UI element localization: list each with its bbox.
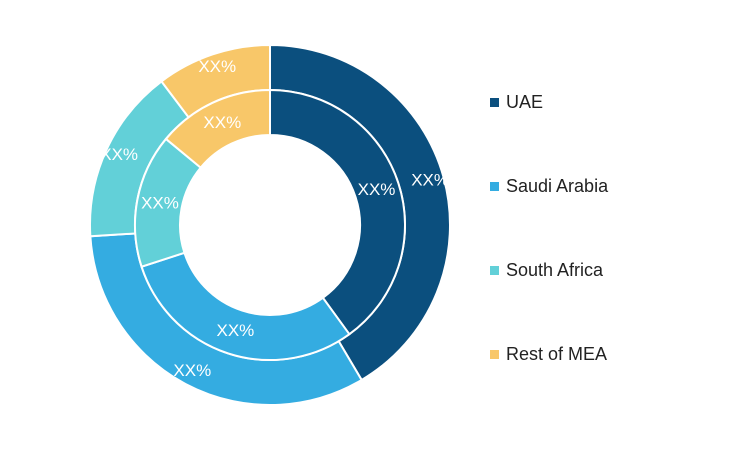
- legend-item-uae: UAE: [490, 88, 730, 116]
- inner-ring-label-saudi-arabia: XX%: [216, 321, 254, 340]
- legend-item-south-africa: South Africa: [490, 256, 730, 284]
- outer-ring-label-uae: XX%: [411, 171, 449, 190]
- inner-ring-label-uae: XX%: [358, 180, 396, 199]
- legend-label-uae: UAE: [506, 92, 544, 112]
- legend-label-saudi-arabia: Saudi Arabia: [506, 176, 609, 196]
- inner-ring-slice-rest-of-mea: [164, 88, 271, 170]
- outer-ring-label-south-africa: XX%: [100, 145, 138, 164]
- legend-item-rest-of-mea: Rest of MEA: [490, 340, 730, 368]
- legend-swatch-south-africa: [490, 265, 499, 275]
- inner-ring-slice-uae: [269, 88, 406, 336]
- inner-ring-slice-saudi-arabia: [140, 251, 351, 361]
- outer-ring-label-rest-of-mea: XX%: [198, 57, 236, 76]
- legend: UAE Saudi Arabia South Africa Rest of ME…: [490, 88, 730, 368]
- legend-swatch-saudi-arabia: [490, 181, 499, 191]
- legend-item-saudi-arabia: Saudi Arabia: [490, 172, 730, 200]
- legend-swatch-uae: [490, 97, 499, 107]
- inner-ring-label-south-africa: XX%: [141, 193, 179, 212]
- legend-label-rest-of-mea: Rest of MEA: [506, 344, 608, 364]
- legend-swatch-rest-of-mea: [490, 349, 499, 359]
- inner-ring-label-rest-of-mea: XX%: [203, 113, 241, 132]
- outer-ring-label-saudi-arabia: XX%: [173, 361, 211, 380]
- legend-label-south-africa: South Africa: [506, 260, 604, 280]
